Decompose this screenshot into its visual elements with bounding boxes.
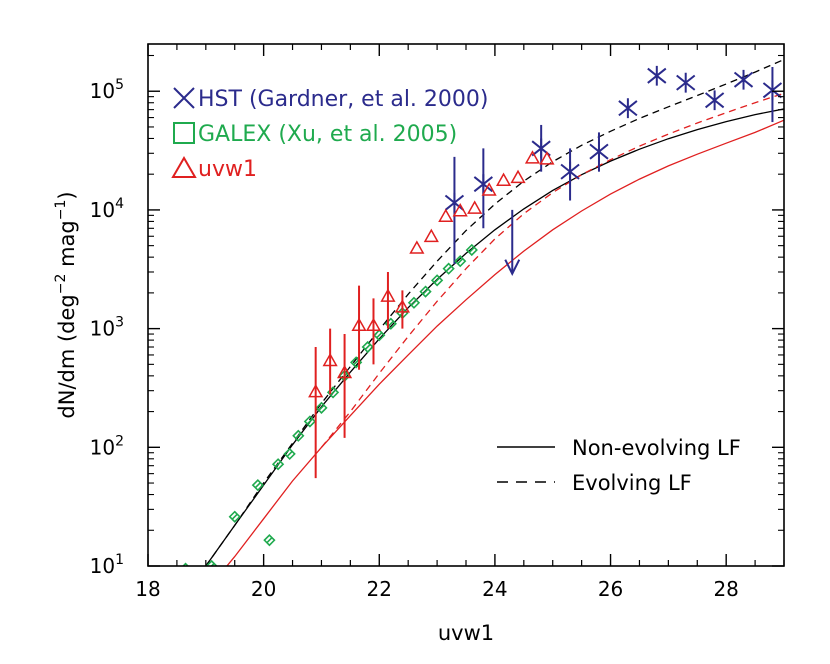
y-tick-label: 104 <box>90 196 124 222</box>
y-tick-label: 105 <box>90 77 124 103</box>
uvw1-point <box>394 299 410 313</box>
hst-point <box>618 98 638 119</box>
hst-point <box>704 90 725 111</box>
legend-square-marker <box>173 122 195 144</box>
galex-point <box>263 534 276 547</box>
y-tick-label: 101 <box>90 552 124 578</box>
hst-point <box>676 72 696 93</box>
hst-point <box>762 80 783 101</box>
uvw1-point <box>409 240 425 254</box>
axis-tick-labels: 18 20 22 24 26 28 101 102 103 104 105 <box>90 77 739 601</box>
data-points <box>182 65 783 566</box>
legend-label: HST (Gardner, et al. 2000) <box>198 87 489 112</box>
upper-limit-arrowhead <box>504 259 521 276</box>
galex-point <box>430 274 444 287</box>
hst-point <box>647 65 667 86</box>
y-tick-label: 103 <box>90 315 124 341</box>
uvw1-point <box>351 317 367 332</box>
legend-triangle-marker <box>171 156 197 178</box>
x-axis-label: uvw1 <box>438 621 494 645</box>
axis-ticks <box>147 44 785 567</box>
y-axis-label: dN/dm (deg−2 mag−1) <box>53 191 79 418</box>
legend-x-marker <box>173 87 195 109</box>
model-curve <box>320 92 784 448</box>
x-tick-label: 20 <box>251 577 276 601</box>
galex-point <box>292 429 305 442</box>
galex-point <box>228 510 241 523</box>
galex-point <box>465 243 478 257</box>
uvw1-point <box>308 383 324 398</box>
galex-point <box>373 329 386 342</box>
model-curve <box>226 119 784 566</box>
uvw1-point <box>524 150 541 164</box>
galex-point <box>407 296 421 309</box>
hst-point <box>473 174 493 195</box>
galex-point <box>361 340 374 354</box>
galex-point <box>303 415 317 428</box>
legend: HST (Gardner, et al. 2000) GALEX (Xu, et … <box>171 87 741 495</box>
hst-point <box>444 192 465 213</box>
uvw1-point <box>336 364 353 379</box>
uvw1-point <box>510 169 526 184</box>
uvw1-point <box>365 317 382 332</box>
galex-point <box>315 401 328 414</box>
galex-point <box>419 285 432 298</box>
hst-point <box>589 141 609 162</box>
uvw1-point <box>322 352 338 367</box>
hst-point <box>733 69 754 90</box>
uvw1-point <box>423 228 439 243</box>
uvw1-point <box>438 208 454 223</box>
x-tick-label: 22 <box>367 577 392 601</box>
legend-label: uvw1 <box>198 157 257 182</box>
hst-point <box>560 161 580 182</box>
x-tick-label: 28 <box>713 577 738 601</box>
uvw1-point <box>380 288 396 302</box>
legend-label: GALEX (Xu, et al. 2005) <box>198 122 457 147</box>
galex-point <box>182 562 190 566</box>
uvw1-point <box>539 151 555 165</box>
model-curve <box>205 58 784 566</box>
galex-point <box>454 255 467 268</box>
galex-point <box>283 447 296 461</box>
legend-label: Non-evolving LF <box>572 436 741 460</box>
uvw1-point <box>495 172 512 187</box>
y-tick-label: 102 <box>90 433 124 459</box>
galex-point <box>251 479 264 492</box>
uvw1-point <box>481 182 497 196</box>
uvw1-point <box>467 200 483 214</box>
x-tick-label: 26 <box>598 577 623 601</box>
galex-point <box>442 262 455 275</box>
x-tick-label: 24 <box>482 577 507 601</box>
x-tick-label: 18 <box>135 577 160 601</box>
uvw1-point <box>452 202 468 217</box>
galex-point <box>205 559 218 566</box>
galex-point <box>271 458 285 471</box>
legend-label: Evolving LF <box>572 471 692 495</box>
